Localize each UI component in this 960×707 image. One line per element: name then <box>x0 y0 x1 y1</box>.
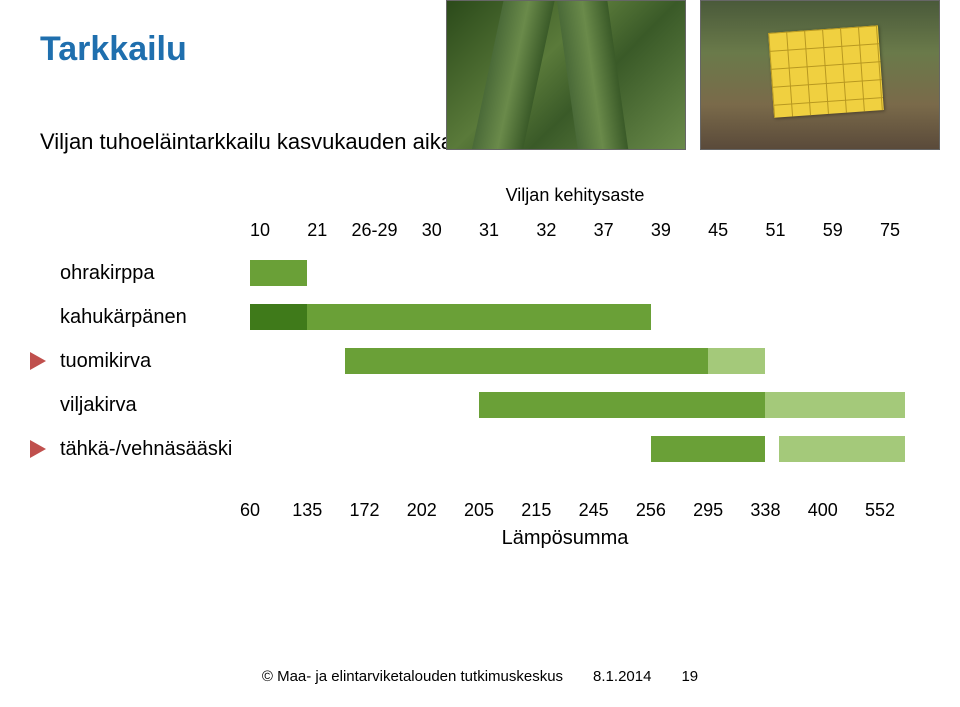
axis-tick: 30 <box>406 215 459 245</box>
pest-label: viljakirva <box>60 394 250 417</box>
pest-bar-track <box>250 348 880 374</box>
triangle-marker-icon <box>30 440 46 458</box>
bar-segment <box>708 348 765 374</box>
axis-tick: 205 <box>453 495 506 525</box>
pest-row: tuomikirva <box>60 345 920 377</box>
footer: © Maa- ja elintarviketalouden tutkimuske… <box>0 668 960 685</box>
axis-tick: 400 <box>796 495 849 525</box>
photo-pest-on-crop <box>446 0 686 150</box>
axis-tick: 60 <box>224 495 277 525</box>
axis-tick: 245 <box>567 495 620 525</box>
slide: Tarkkailu Viljan tuhoeläintarkkailu kasv… <box>0 0 960 707</box>
pest-row: ohrakirppa <box>60 257 920 289</box>
bar-segment <box>307 304 651 330</box>
axis-tick: 31 <box>463 215 516 245</box>
axis-tick: 59 <box>806 215 859 245</box>
axis-tick: 32 <box>520 215 573 245</box>
bar-segment <box>779 436 905 462</box>
pest-row: kahukärpänen <box>60 301 920 333</box>
pest-row: tähkä-/vehnäsääski <box>60 433 920 465</box>
triangle-marker-icon <box>30 352 46 370</box>
axis-tick: 338 <box>739 495 792 525</box>
axis-tick: 26-29 <box>348 215 401 245</box>
pest-row: viljakirva <box>60 389 920 421</box>
pest-label: kahukärpänen <box>60 306 250 329</box>
bar-segment <box>479 392 765 418</box>
pest-label: ohrakirppa <box>60 262 250 285</box>
axis-tick: 75 <box>864 215 917 245</box>
axis-tick: 202 <box>396 495 449 525</box>
axis-tick: 10 <box>234 215 287 245</box>
pest-bar-track <box>250 392 880 418</box>
pest-label: tähkä-/vehnäsääski <box>60 438 250 461</box>
axis-tick: 37 <box>577 215 630 245</box>
footer-copyright: © Maa- ja elintarviketalouden tutkimuske… <box>262 668 563 685</box>
bar-segment <box>765 392 905 418</box>
axis-tick: 552 <box>854 495 907 525</box>
top-axis-title: Viljan kehitysaste <box>260 185 890 215</box>
axis-tick: 39 <box>635 215 688 245</box>
photo-yellow-trap <box>700 0 940 150</box>
axis-tick: 256 <box>625 495 678 525</box>
yellow-sticky-trap <box>768 25 884 117</box>
monitoring-chart: Viljan kehitysaste 102126-29303132373945… <box>60 185 920 555</box>
top-axis-grid: 102126-29303132373945515975 <box>260 215 890 245</box>
axis-tick: 215 <box>510 495 563 525</box>
pest-bar-track <box>250 260 880 286</box>
bar-segment <box>250 304 307 330</box>
bar-segment <box>250 260 307 286</box>
axis-tick: 135 <box>281 495 334 525</box>
axis-tick: 45 <box>692 215 745 245</box>
top-axis-ticks: 102126-29303132373945515975 <box>60 215 920 245</box>
pest-rows: ohrakirppa kahukärpänen tuomikirva viljakir… <box>60 257 920 465</box>
bottom-axis-label: Lämpösumma <box>60 525 920 555</box>
pest-bar-track <box>250 436 880 462</box>
bottom-axis-grid: 60135172202205215245256295338400552 <box>250 495 880 525</box>
pest-bar-track <box>250 304 880 330</box>
bottom-axis-ticks: 60135172202205215245256295338400552 <box>60 495 920 525</box>
axis-tick: 172 <box>338 495 391 525</box>
axis-tick: 51 <box>749 215 802 245</box>
bar-segment <box>651 436 766 462</box>
axis-tick: 295 <box>682 495 735 525</box>
footer-page: 19 <box>681 668 698 685</box>
top-axis-label-row: Viljan kehitysaste <box>60 185 920 215</box>
axis-tick: 21 <box>291 215 344 245</box>
photo-strip <box>446 0 940 150</box>
bottom-axis-title: Lämpösumma <box>250 527 880 557</box>
footer-date: 8.1.2014 <box>593 668 651 685</box>
pest-label: tuomikirva <box>60 350 250 373</box>
bar-segment <box>345 348 709 374</box>
